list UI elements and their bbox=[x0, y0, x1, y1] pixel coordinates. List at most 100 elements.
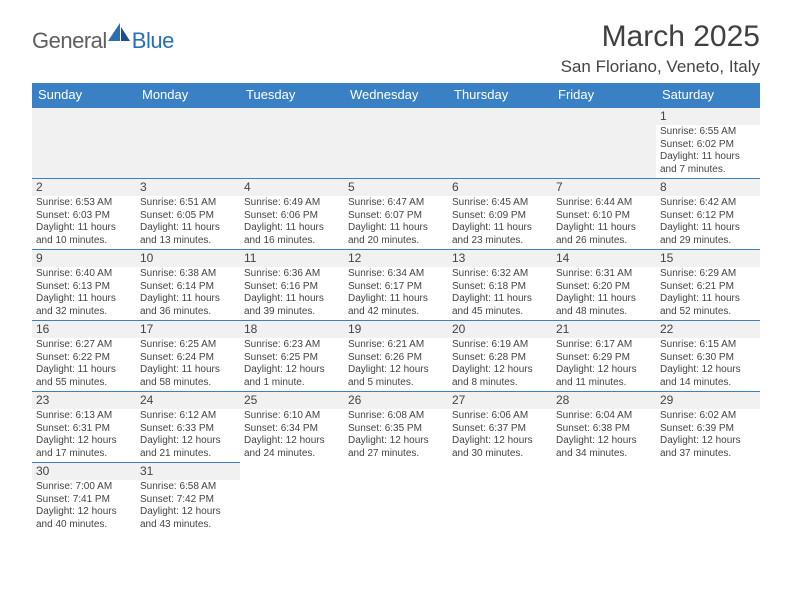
daylight-text: Daylight: 11 hours and 55 minutes. bbox=[36, 364, 132, 389]
daylight-text: Daylight: 12 hours and 14 minutes. bbox=[660, 364, 756, 389]
day-number: 11 bbox=[240, 250, 344, 267]
daylight-text: Daylight: 12 hours and 8 minutes. bbox=[452, 364, 548, 389]
calendar-cell: 21Sunrise: 6:17 AMSunset: 6:29 PMDayligh… bbox=[552, 321, 656, 392]
calendar-cell: 9Sunrise: 6:40 AMSunset: 6:13 PMDaylight… bbox=[32, 250, 136, 321]
sunrise-text: Sunrise: 6:02 AM bbox=[660, 410, 756, 423]
day-number: 18 bbox=[240, 321, 344, 338]
weekday-header: Friday bbox=[552, 83, 656, 108]
day-number: 10 bbox=[136, 250, 240, 267]
daylight-text: Daylight: 12 hours and 37 minutes. bbox=[660, 435, 756, 460]
sunrise-text: Sunrise: 6:53 AM bbox=[36, 197, 132, 210]
calendar-cell: 18Sunrise: 6:23 AMSunset: 6:25 PMDayligh… bbox=[240, 321, 344, 392]
sunrise-text: Sunrise: 6:42 AM bbox=[660, 197, 756, 210]
daylight-text: Daylight: 11 hours and 42 minutes. bbox=[348, 293, 444, 318]
sunrise-text: Sunrise: 6:29 AM bbox=[660, 268, 756, 281]
weekday-header: Saturday bbox=[656, 83, 760, 108]
month-title: March 2025 bbox=[561, 22, 760, 52]
daylight-text: Daylight: 11 hours and 58 minutes. bbox=[140, 364, 236, 389]
day-number: 9 bbox=[32, 250, 136, 267]
calendar-cell: 5Sunrise: 6:47 AMSunset: 6:07 PMDaylight… bbox=[344, 179, 448, 250]
sunrise-text: Sunrise: 6:21 AM bbox=[348, 339, 444, 352]
sunrise-text: Sunrise: 6:51 AM bbox=[140, 197, 236, 210]
sunrise-text: Sunrise: 6:06 AM bbox=[452, 410, 548, 423]
calendar-week-row: 2Sunrise: 6:53 AMSunset: 6:03 PMDaylight… bbox=[32, 179, 760, 250]
location-subtitle: San Floriano, Veneto, Italy bbox=[561, 58, 760, 75]
day-number: 6 bbox=[448, 179, 552, 196]
calendar-cell: 15Sunrise: 6:29 AMSunset: 6:21 PMDayligh… bbox=[656, 250, 760, 321]
sunset-text: Sunset: 6:29 PM bbox=[556, 352, 652, 365]
sunset-text: Sunset: 7:42 PM bbox=[140, 494, 236, 507]
daylight-text: Daylight: 11 hours and 29 minutes. bbox=[660, 222, 756, 247]
calendar-cell bbox=[240, 108, 344, 179]
calendar-table: Sunday Monday Tuesday Wednesday Thursday… bbox=[32, 83, 760, 533]
day-number: 15 bbox=[656, 250, 760, 267]
day-number: 27 bbox=[448, 392, 552, 409]
calendar-cell bbox=[32, 108, 136, 179]
day-number: 5 bbox=[344, 179, 448, 196]
day-number: 12 bbox=[344, 250, 448, 267]
daylight-text: Daylight: 11 hours and 16 minutes. bbox=[244, 222, 340, 247]
sunset-text: Sunset: 6:16 PM bbox=[244, 281, 340, 294]
day-number: 2 bbox=[32, 179, 136, 196]
calendar-cell: 26Sunrise: 6:08 AMSunset: 6:35 PMDayligh… bbox=[344, 392, 448, 463]
sunrise-text: Sunrise: 6:44 AM bbox=[556, 197, 652, 210]
daylight-text: Daylight: 11 hours and 10 minutes. bbox=[36, 222, 132, 247]
weekday-header: Wednesday bbox=[344, 83, 448, 108]
daylight-text: Daylight: 12 hours and 43 minutes. bbox=[140, 506, 236, 531]
daylight-text: Daylight: 11 hours and 45 minutes. bbox=[452, 293, 548, 318]
sunset-text: Sunset: 6:39 PM bbox=[660, 423, 756, 436]
daylight-text: Daylight: 11 hours and 36 minutes. bbox=[140, 293, 236, 318]
calendar-document: General Blue March 2025 San Floriano, Ve… bbox=[0, 0, 792, 533]
day-number: 25 bbox=[240, 392, 344, 409]
calendar-cell bbox=[136, 108, 240, 179]
sunset-text: Sunset: 6:06 PM bbox=[244, 210, 340, 223]
calendar-cell: 4Sunrise: 6:49 AMSunset: 6:06 PMDaylight… bbox=[240, 179, 344, 250]
day-number: 26 bbox=[344, 392, 448, 409]
sunset-text: Sunset: 6:12 PM bbox=[660, 210, 756, 223]
weekday-header: Thursday bbox=[448, 83, 552, 108]
day-number: 14 bbox=[552, 250, 656, 267]
calendar-cell: 25Sunrise: 6:10 AMSunset: 6:34 PMDayligh… bbox=[240, 392, 344, 463]
sunrise-text: Sunrise: 6:10 AM bbox=[244, 410, 340, 423]
sunrise-text: Sunrise: 6:13 AM bbox=[36, 410, 132, 423]
sunrise-text: Sunrise: 6:23 AM bbox=[244, 339, 340, 352]
weekday-header: Monday bbox=[136, 83, 240, 108]
calendar-cell: 19Sunrise: 6:21 AMSunset: 6:26 PMDayligh… bbox=[344, 321, 448, 392]
sunrise-text: Sunrise: 6:31 AM bbox=[556, 268, 652, 281]
sunrise-text: Sunrise: 6:15 AM bbox=[660, 339, 756, 352]
calendar-cell bbox=[344, 108, 448, 179]
daylight-text: Daylight: 11 hours and 7 minutes. bbox=[660, 151, 756, 176]
day-number: 3 bbox=[136, 179, 240, 196]
weekday-header: Sunday bbox=[32, 83, 136, 108]
calendar-cell: 17Sunrise: 6:25 AMSunset: 6:24 PMDayligh… bbox=[136, 321, 240, 392]
sunset-text: Sunset: 6:28 PM bbox=[452, 352, 548, 365]
day-number: 17 bbox=[136, 321, 240, 338]
sunset-text: Sunset: 6:20 PM bbox=[556, 281, 652, 294]
day-number: 4 bbox=[240, 179, 344, 196]
calendar-week-row: 16Sunrise: 6:27 AMSunset: 6:22 PMDayligh… bbox=[32, 321, 760, 392]
sunrise-text: Sunrise: 6:36 AM bbox=[244, 268, 340, 281]
calendar-cell: 24Sunrise: 6:12 AMSunset: 6:33 PMDayligh… bbox=[136, 392, 240, 463]
calendar-cell: 6Sunrise: 6:45 AMSunset: 6:09 PMDaylight… bbox=[448, 179, 552, 250]
day-number: 28 bbox=[552, 392, 656, 409]
calendar-cell: 7Sunrise: 6:44 AMSunset: 6:10 PMDaylight… bbox=[552, 179, 656, 250]
day-number: 24 bbox=[136, 392, 240, 409]
calendar-week-row: 9Sunrise: 6:40 AMSunset: 6:13 PMDaylight… bbox=[32, 250, 760, 321]
day-number: 31 bbox=[136, 463, 240, 480]
sunrise-text: Sunrise: 6:58 AM bbox=[140, 481, 236, 494]
daylight-text: Daylight: 12 hours and 30 minutes. bbox=[452, 435, 548, 460]
daylight-text: Daylight: 11 hours and 52 minutes. bbox=[660, 293, 756, 318]
calendar-cell: 31Sunrise: 6:58 AMSunset: 7:42 PMDayligh… bbox=[136, 463, 240, 534]
daylight-text: Daylight: 12 hours and 27 minutes. bbox=[348, 435, 444, 460]
daylight-text: Daylight: 12 hours and 21 minutes. bbox=[140, 435, 236, 460]
calendar-cell: 1Sunrise: 6:55 AMSunset: 6:02 PMDaylight… bbox=[656, 108, 760, 179]
day-number: 13 bbox=[448, 250, 552, 267]
calendar-cell bbox=[448, 108, 552, 179]
daylight-text: Daylight: 12 hours and 17 minutes. bbox=[36, 435, 132, 460]
calendar-cell bbox=[656, 463, 760, 534]
sunrise-text: Sunrise: 6:25 AM bbox=[140, 339, 236, 352]
daylight-text: Daylight: 12 hours and 34 minutes. bbox=[556, 435, 652, 460]
sunset-text: Sunset: 6:18 PM bbox=[452, 281, 548, 294]
sunrise-text: Sunrise: 6:17 AM bbox=[556, 339, 652, 352]
calendar-cell: 12Sunrise: 6:34 AMSunset: 6:17 PMDayligh… bbox=[344, 250, 448, 321]
